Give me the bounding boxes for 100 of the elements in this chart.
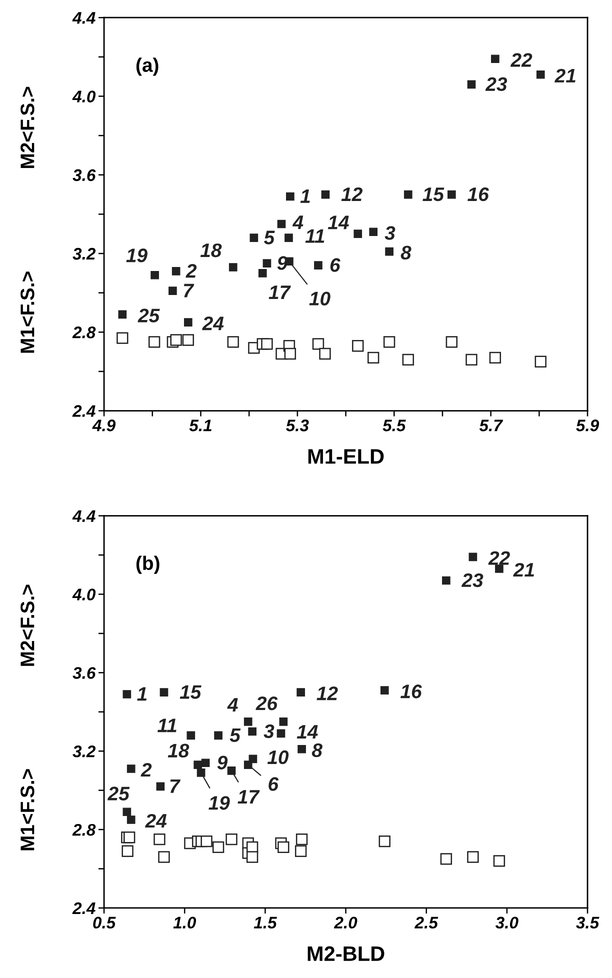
- point: [534, 356, 546, 368]
- annotation: 15: [180, 685, 202, 699]
- point: [154, 834, 166, 846]
- point: [286, 192, 294, 201]
- point: [467, 851, 479, 863]
- annotation: 10: [267, 750, 289, 764]
- y-tick-label: 4.0: [72, 588, 96, 600]
- point: [227, 766, 236, 775]
- point: [440, 853, 452, 865]
- point: [378, 835, 390, 848]
- annotation: 11: [158, 718, 176, 732]
- annotation: 23: [461, 573, 484, 588]
- point: [244, 718, 252, 726]
- text: M1<F.S.>: [20, 272, 34, 353]
- annotation: 6: [268, 777, 279, 791]
- annotation: 6: [330, 258, 340, 272]
- annotation: 16: [468, 187, 489, 202]
- point: [148, 336, 160, 348]
- point: [466, 354, 478, 366]
- annotation: 4: [227, 698, 238, 712]
- annotation: 18: [200, 243, 222, 258]
- point: [158, 851, 170, 863]
- annotation: 3: [384, 226, 396, 240]
- annotation: 9: [217, 756, 228, 770]
- annotation: 2: [186, 264, 197, 278]
- annotation: 7: [170, 779, 180, 793]
- annotation: 19: [126, 248, 148, 262]
- point: [493, 855, 506, 867]
- annotation: 14: [328, 216, 349, 230]
- point: [278, 841, 290, 854]
- point: [279, 718, 288, 726]
- point: [228, 263, 238, 272]
- y-tick-label: 2.4: [72, 405, 96, 417]
- x-tick-label: 2.0: [334, 916, 358, 929]
- point: [383, 336, 396, 348]
- point: [402, 354, 414, 366]
- x-tick-label: 3.0: [495, 916, 518, 929]
- point: [276, 729, 286, 738]
- point: [258, 268, 267, 278]
- point: [194, 760, 202, 769]
- annotation: 17: [238, 790, 260, 804]
- point: [385, 247, 394, 256]
- y-tick-label: 4.4: [72, 12, 96, 24]
- point: [369, 228, 378, 236]
- annotation: 26: [256, 696, 278, 710]
- text: M1<F.S.>: [20, 769, 34, 850]
- point: [312, 338, 324, 350]
- point: [248, 727, 256, 736]
- point: [246, 851, 258, 863]
- y-tick-label: 4.4: [72, 510, 96, 522]
- text: (b): [136, 556, 160, 574]
- text: M2<F.S.>: [20, 86, 34, 168]
- point: [489, 352, 502, 364]
- annotation: 21: [513, 562, 534, 577]
- annotation: 1: [137, 687, 147, 701]
- annotation: 5: [230, 728, 241, 742]
- point: [184, 318, 192, 326]
- annotation: 24: [202, 316, 224, 330]
- point: [380, 686, 389, 694]
- annotation: 25: [138, 308, 160, 322]
- annotation: 11: [305, 229, 324, 243]
- annotation: 18: [168, 744, 190, 758]
- point: [536, 70, 545, 79]
- point: [404, 190, 412, 199]
- point: [442, 576, 450, 585]
- x-tick-label: 5.9: [576, 420, 600, 432]
- point: [116, 332, 128, 344]
- point: [368, 352, 380, 364]
- point: [447, 190, 456, 199]
- point: [122, 808, 132, 816]
- point: [227, 336, 239, 348]
- point: [150, 270, 159, 280]
- annotation: 7: [184, 284, 194, 298]
- annotation: 22: [488, 551, 510, 565]
- point: [294, 845, 307, 857]
- point: [186, 731, 196, 740]
- point: [319, 348, 331, 360]
- point: [262, 259, 272, 268]
- point: [122, 845, 134, 857]
- annotation: 23: [485, 77, 508, 92]
- point: [156, 782, 165, 791]
- point: [352, 340, 364, 352]
- annotation: 25: [107, 786, 130, 800]
- point: [172, 267, 180, 276]
- point: [321, 190, 330, 199]
- annotation: 15: [422, 188, 444, 202]
- point: [298, 744, 306, 754]
- x-tick-label: 2.5: [414, 916, 438, 929]
- annotation: 22: [510, 53, 532, 67]
- y-tick-label: 2.8: [72, 824, 96, 836]
- x-tick-label: 1.0: [173, 916, 196, 929]
- point: [296, 834, 308, 846]
- point: [277, 220, 286, 228]
- x-tick-label: 5.3: [286, 420, 309, 432]
- annotation: 2: [140, 762, 152, 777]
- annotation: 24: [145, 814, 167, 828]
- point: [182, 334, 194, 346]
- point: [160, 688, 168, 696]
- annotation: 19: [208, 796, 230, 810]
- point: [126, 816, 136, 824]
